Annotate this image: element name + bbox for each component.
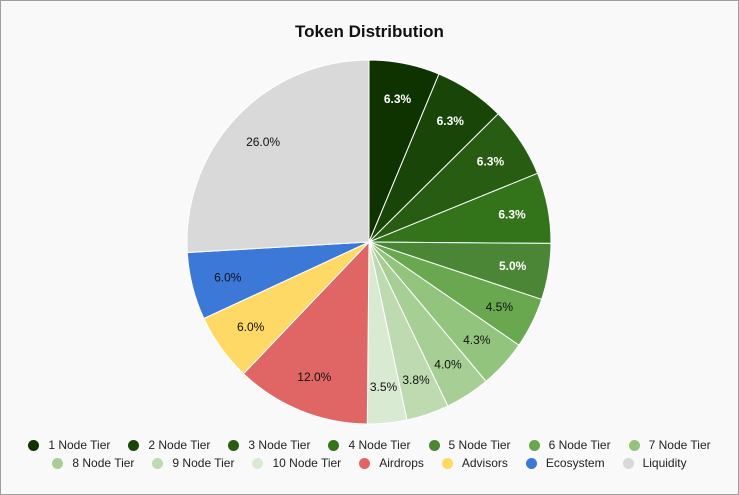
slice-label-6: 4.5%	[486, 300, 514, 314]
legend-item: Ecosystem	[525, 456, 605, 470]
legend-swatch	[328, 439, 340, 451]
legend-swatch	[152, 457, 164, 469]
slice-label-3: 6.3%	[477, 155, 505, 169]
slice-label-12: 6.0%	[237, 320, 265, 334]
slice-label-10: 3.5%	[370, 380, 398, 394]
slice-label-1: 6.3%	[384, 92, 412, 106]
legend-item: Advisors	[441, 456, 508, 470]
legend-item: Liquidity	[622, 456, 687, 470]
legend-swatch	[252, 457, 264, 469]
legend-label: 8 Node Tier	[72, 456, 135, 470]
slice-label-5: 5.0%	[499, 259, 527, 273]
legend-label: Liquidity	[642, 456, 687, 470]
legend-row: 8 Node Tier 9 Node Tier 10 Node Tier Airdro…	[0, 454, 739, 472]
legend-swatch	[525, 457, 537, 469]
legend-swatch	[628, 439, 640, 451]
legend-label: Airdrops	[379, 456, 424, 470]
legend-swatch	[359, 457, 371, 469]
legend-label: 7 Node Tier	[648, 438, 711, 452]
legend-swatch	[228, 439, 240, 451]
legend-item: 3 Node Tier	[228, 438, 310, 452]
legend-item: 6 Node Tier	[528, 438, 611, 452]
legend-label: 5 Node Tier	[448, 438, 511, 452]
legend-label: 2 Node Tier	[148, 438, 211, 452]
slice-label-2: 6.3%	[437, 114, 465, 128]
pie-slice-14	[186, 59, 370, 254]
pie-slice-11	[242, 240, 370, 425]
chart-title: Token Distribution	[295, 22, 444, 41]
slice-label-11: 12.0%	[297, 370, 331, 384]
legend-swatch	[622, 457, 634, 469]
legend-item: Airdrops	[359, 456, 424, 470]
legend-label: Ecosystem	[545, 456, 605, 470]
slice-label-14: 26.0%	[246, 135, 280, 149]
legend-label: 9 Node Tier	[172, 456, 235, 470]
legend-label: 4 Node Tier	[348, 438, 411, 452]
legend-label: 6 Node Tier	[548, 438, 611, 452]
legend-label: 1 Node Tier	[48, 438, 111, 452]
legend-item: 7 Node Tier	[628, 438, 711, 452]
legend-row: 1 Node Tier 2 Node Tier 3 Node Tier 4 Node …	[0, 436, 739, 454]
legend-label: 3 Node Tier	[248, 438, 311, 452]
legend-swatch	[428, 439, 440, 451]
legend-item: 10 Node Tier	[252, 456, 341, 470]
legend-item: 1 Node Tier	[28, 438, 110, 452]
legend-label: Advisors	[461, 456, 508, 470]
slice-label-8: 4.0%	[434, 357, 462, 371]
slice-label-7: 4.3%	[463, 333, 491, 347]
legend-label: 10 Node Tier	[272, 456, 342, 470]
legend-item: 9 Node Tier	[152, 456, 234, 470]
legend-item: 5 Node Tier	[428, 438, 511, 452]
slice-label-9: 3.8%	[402, 373, 430, 387]
slice-label-4: 6.3%	[498, 208, 526, 222]
legend-item: 2 Node Tier	[128, 438, 210, 452]
legend-swatch	[528, 439, 540, 451]
slice-label-13: 6.0%	[214, 270, 242, 284]
legend-swatch	[28, 439, 40, 451]
chart-legend: 1 Node Tier 2 Node Tier 3 Node Tier 4 Node …	[0, 436, 739, 472]
legend-swatch	[128, 439, 140, 451]
legend-item: 4 Node Tier	[328, 438, 411, 452]
legend-item: 8 Node Tier	[52, 456, 134, 470]
legend-swatch	[52, 457, 64, 469]
legend-swatch	[441, 457, 453, 469]
